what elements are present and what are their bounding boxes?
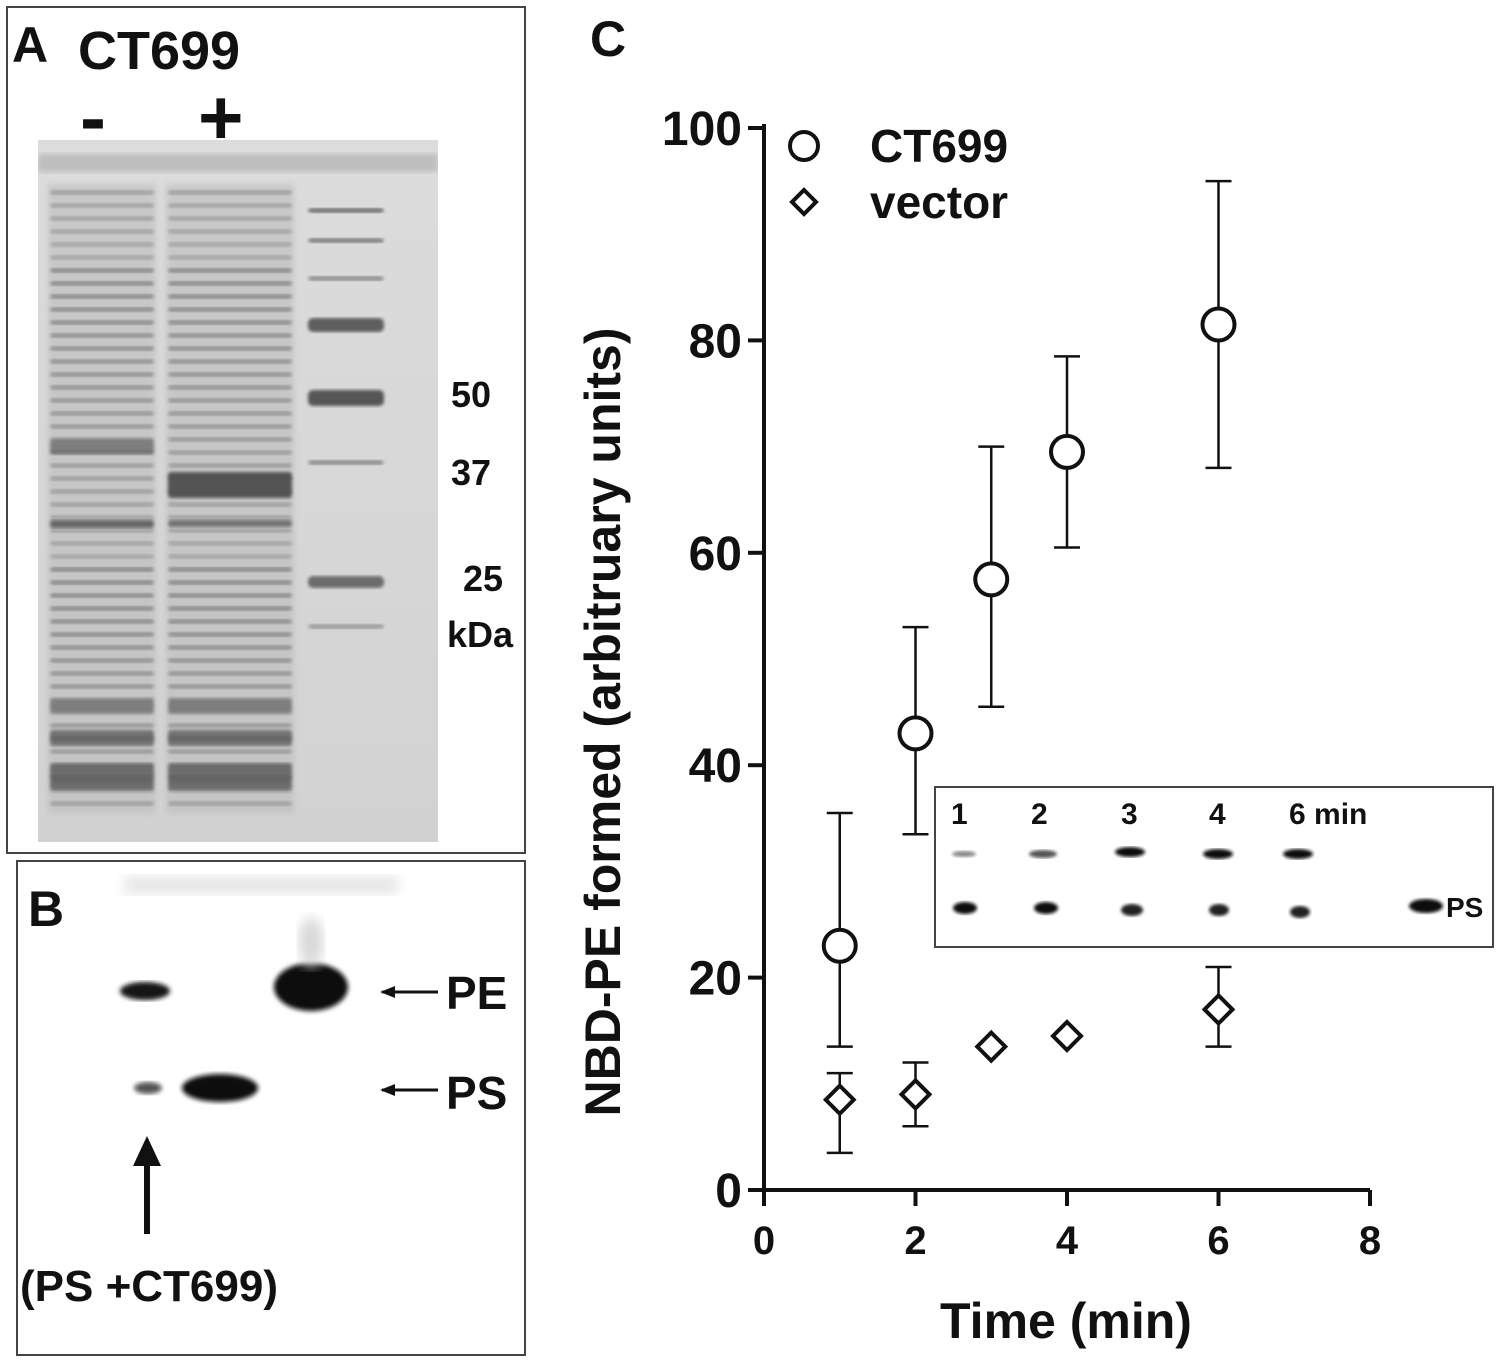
- error-bar: [902, 625, 929, 836]
- x-tick-label: 2: [904, 1219, 926, 1263]
- sample-lane-label: (PS +CT699): [20, 1262, 278, 1311]
- tlc-plate: [120, 876, 438, 1234]
- data-point-circle: [897, 715, 934, 752]
- error-bar: [826, 1071, 853, 1155]
- data-point-circle: [821, 927, 858, 964]
- series-ct699: [821, 179, 1237, 1048]
- y-tick-label: 80: [689, 315, 742, 368]
- legend-label-ct699: CT699: [870, 120, 1008, 172]
- error-bar: [902, 1061, 929, 1128]
- panel-b-letter: B: [28, 881, 65, 937]
- marker-37-label: 37: [451, 452, 492, 493]
- marker-50-label: 50: [451, 374, 492, 415]
- ps-band-label: PS: [446, 1067, 508, 1119]
- tlc-spot-lane1-ps: [134, 1082, 162, 1094]
- y-tick-label: 0: [715, 1165, 742, 1218]
- gel-lane-plus: [166, 184, 294, 814]
- inset-time-1: 1: [951, 798, 968, 831]
- x-tick-label: 0: [753, 1219, 775, 1263]
- data-point-circle: [1049, 433, 1085, 470]
- x-tick-label: 6: [1207, 1219, 1229, 1263]
- data-point-diamond: [1050, 1019, 1084, 1053]
- y-tick-label: 40: [689, 740, 742, 793]
- inset-tlc: 1 2 3 4 6 min PS: [934, 786, 1494, 948]
- error-bar: [978, 445, 1005, 709]
- y-tick-label: 20: [689, 953, 742, 1006]
- data-point-diamond: [974, 1029, 1009, 1064]
- tlc-spot-lane1-pe: [120, 982, 170, 1000]
- series-vector: [822, 965, 1236, 1155]
- legend-marker-vector: [789, 187, 819, 217]
- data-point-diamond: [822, 1082, 857, 1117]
- data-point-diamond: [898, 1077, 933, 1112]
- chart-ticks: 0 20 40 60 80 100 0 2 4 6 8: [662, 103, 1381, 1263]
- y-tick-label: 60: [689, 528, 742, 581]
- data-point-circle: [973, 561, 1010, 598]
- legend-marker-ct699: [788, 130, 820, 162]
- tlc-spot-lane2-ps: [182, 1074, 258, 1102]
- error-bar: [1054, 355, 1080, 549]
- panel-b: B PE PS (PS +CT699): [16, 860, 526, 1356]
- panel-a: A CT699 - + 50 37 25 kDa: [6, 6, 526, 854]
- inset-ps-label: PS: [1446, 892, 1484, 923]
- inset-time-3: 3: [1121, 798, 1138, 831]
- pe-band-label: PE: [446, 967, 508, 1019]
- construct-label: CT699: [78, 21, 241, 81]
- error-bar: [1205, 179, 1232, 470]
- data-point-diamond: [1201, 992, 1236, 1027]
- panel-c-letter: C: [590, 11, 627, 67]
- x-axis-label: Time (min): [940, 1293, 1192, 1349]
- y-axis-label: NBD-PE formed (arbitruary units): [575, 328, 631, 1117]
- inset-spots: [952, 847, 1443, 918]
- tlc-spot-lane3-pe: [274, 963, 348, 1011]
- inset-time-4: 4: [1209, 798, 1226, 831]
- chart-marks: [821, 179, 1237, 1155]
- legend-label-vector: vector: [870, 176, 1008, 228]
- panel-a-letter: A: [12, 17, 49, 73]
- inset-time-6: 6 min: [1289, 798, 1368, 831]
- y-tick-label: 100: [662, 103, 742, 156]
- data-point-circle: [1200, 306, 1237, 343]
- x-tick-label: 8: [1359, 1219, 1381, 1263]
- sds-page-gel: [38, 140, 438, 842]
- gel-lane-ladder: [308, 208, 384, 629]
- gel-lane-minus: [48, 184, 156, 814]
- marker-unit-label: kDa: [447, 614, 514, 655]
- error-bar: [826, 811, 853, 1048]
- error-bar: [1205, 965, 1232, 1048]
- inset-time-2: 2: [1031, 798, 1048, 831]
- marker-25-label: 25: [463, 558, 504, 599]
- x-tick-label: 4: [1056, 1219, 1079, 1263]
